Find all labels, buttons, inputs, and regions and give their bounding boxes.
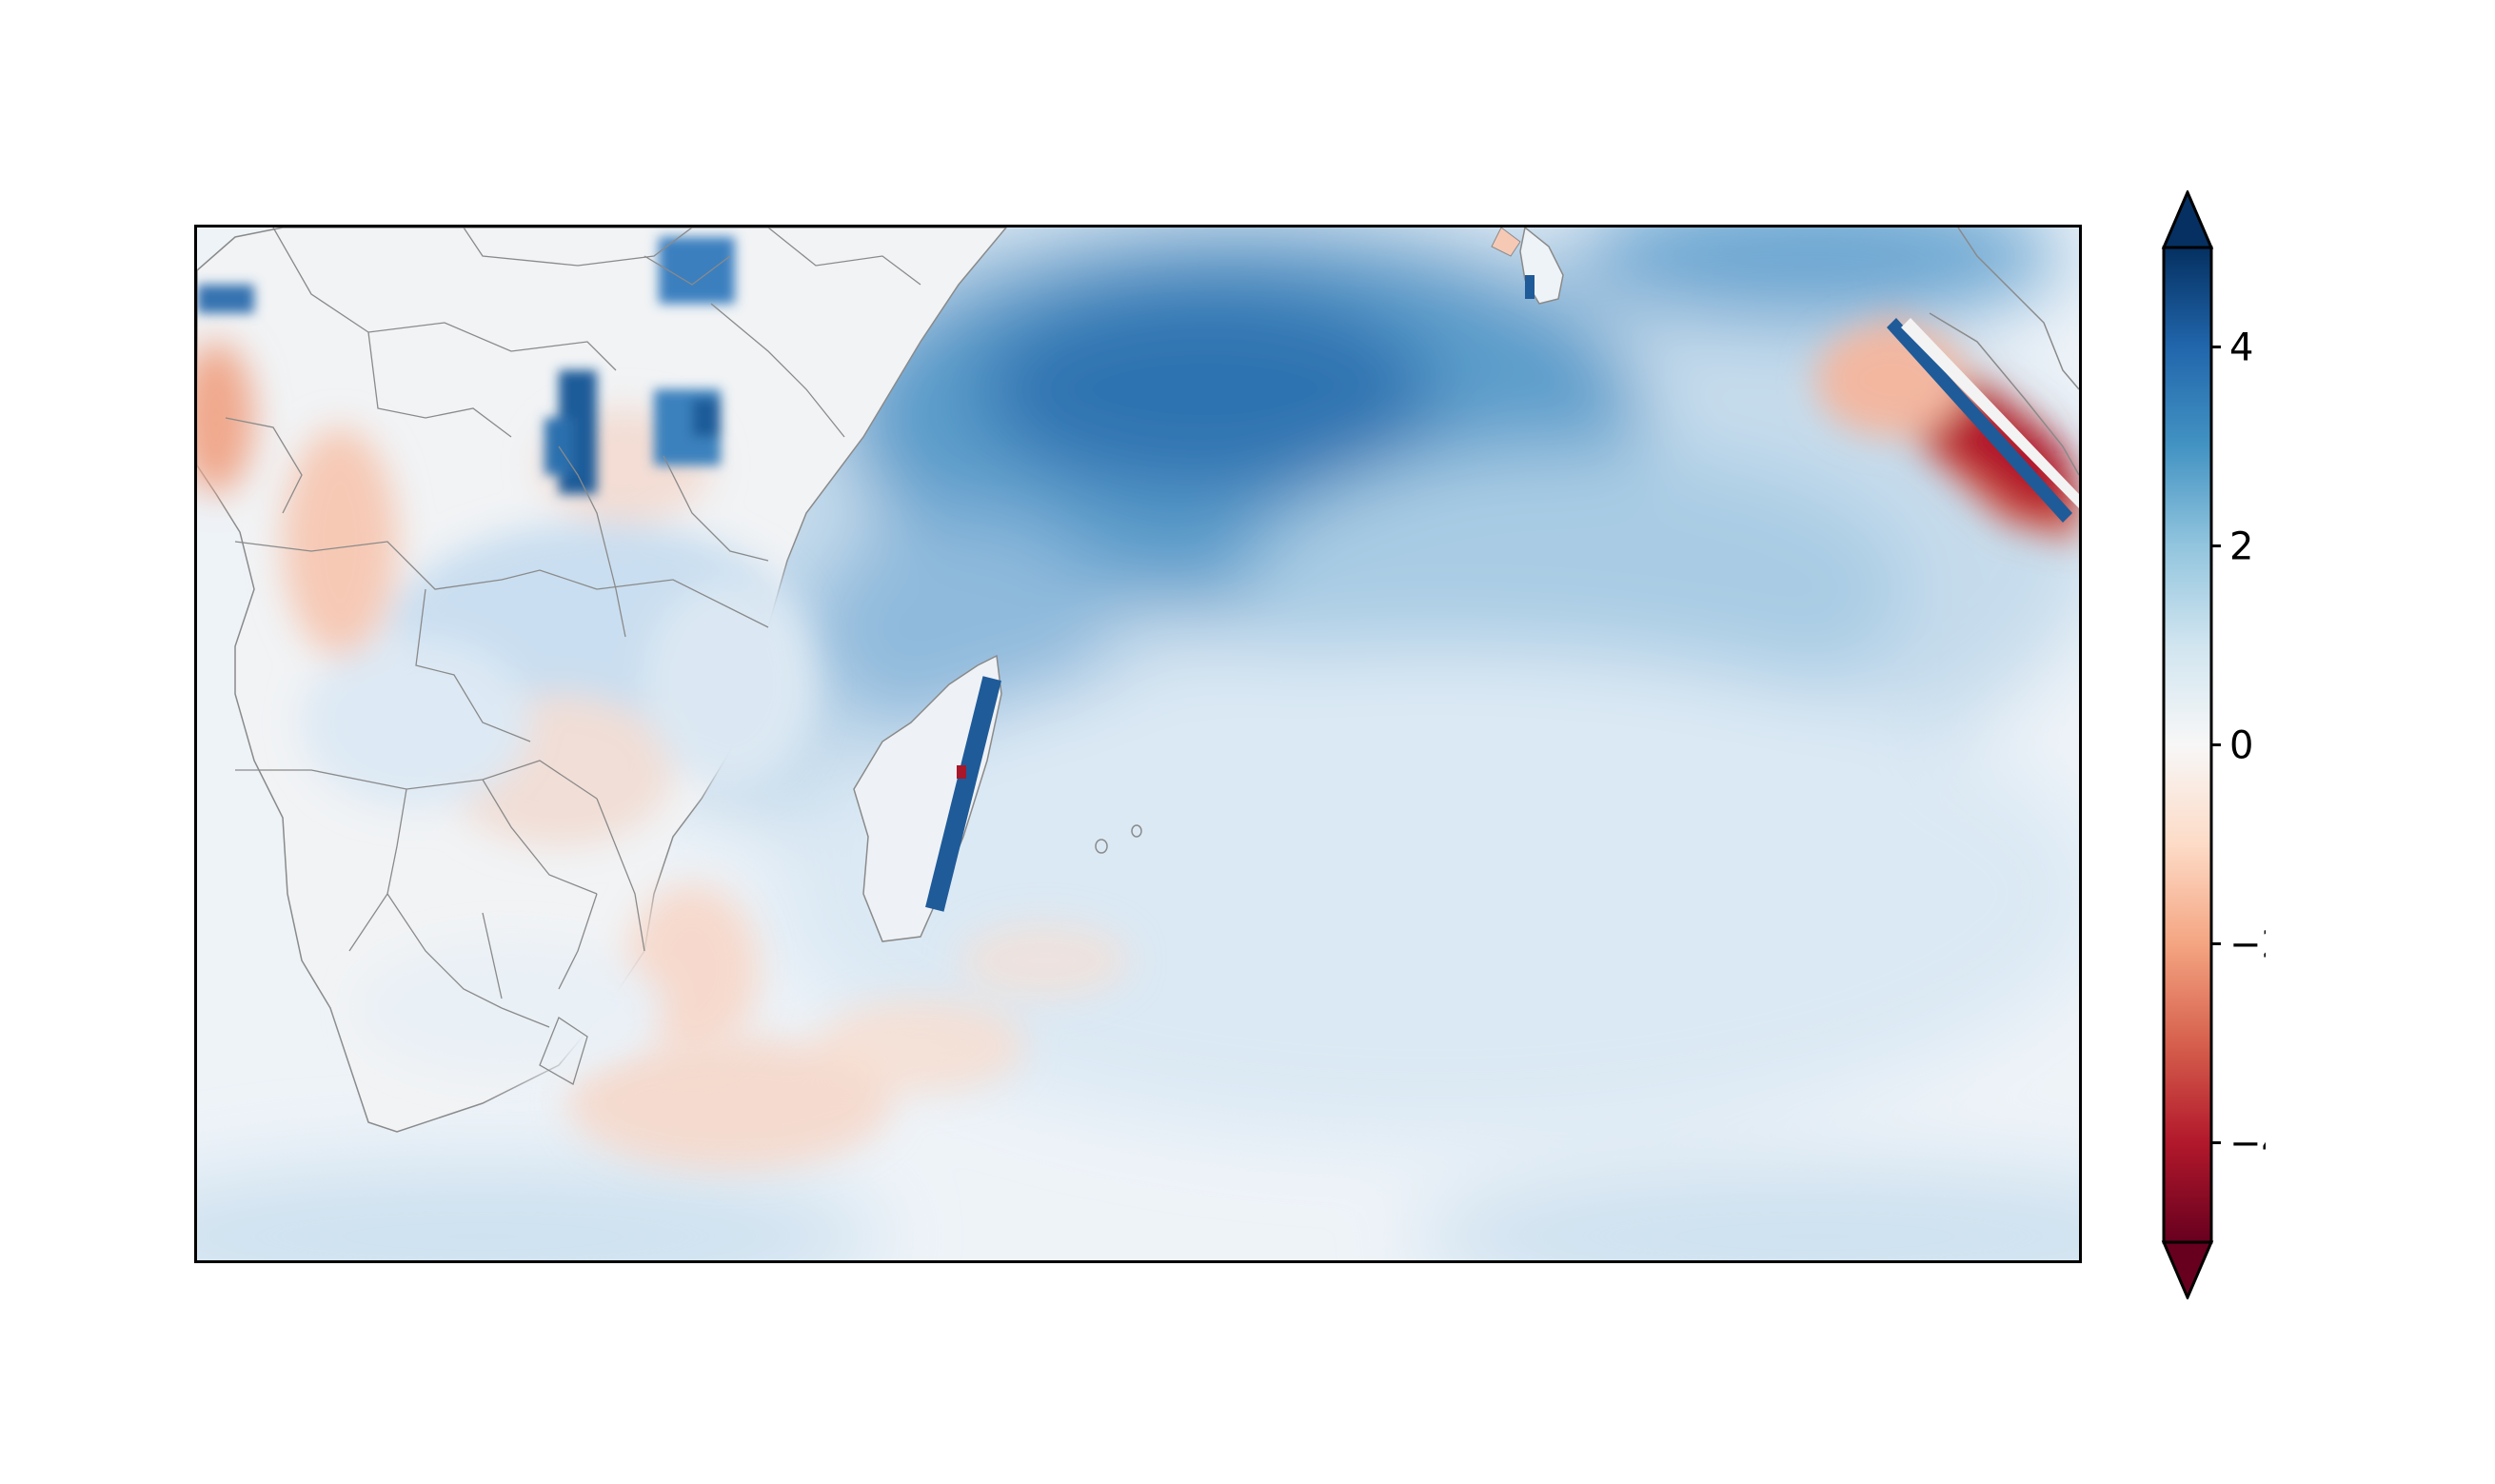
colorbar-ticks: 4 2 0 −2 −4 bbox=[2211, 326, 2266, 1166]
colorbar-tick-label: 4 bbox=[2229, 326, 2253, 370]
colorbar-gradient bbox=[2162, 246, 2213, 1244]
colorbar-tick-label: −2 bbox=[2229, 923, 2266, 967]
malay-coastline bbox=[1957, 228, 2079, 390]
negative-anomaly-patches bbox=[568, 922, 1130, 1170]
colorbar-tick-label: −4 bbox=[2229, 1122, 2266, 1166]
map-panel bbox=[194, 225, 2082, 1263]
colorbar-tick-label: 0 bbox=[2229, 724, 2253, 768]
sri-lanka bbox=[1491, 228, 1564, 305]
land-anomaly-field bbox=[197, 342, 816, 1075]
madagascar-negative-cell bbox=[957, 765, 966, 779]
madagascar bbox=[853, 654, 1002, 942]
sumatra-region bbox=[1815, 228, 2079, 542]
madagascar-outline bbox=[853, 654, 1002, 942]
sumatra-coastline bbox=[1929, 312, 2079, 476]
mascarene-islands bbox=[1095, 824, 1142, 854]
madagascar-positive-strip bbox=[925, 676, 1001, 912]
anomaly-map bbox=[197, 228, 2079, 1260]
colorbar: 4 2 0 −2 −4 bbox=[2161, 190, 2266, 1299]
colorbar-extend-bottom bbox=[2161, 1240, 2214, 1299]
colorbar-extend-top bbox=[2161, 190, 2214, 249]
colorbar-tick-label: 2 bbox=[2229, 525, 2253, 569]
country-borders bbox=[225, 228, 921, 1085]
sumatra-stripe-blue bbox=[1887, 318, 2072, 523]
sumatra-stripe-white bbox=[1901, 318, 2079, 508]
